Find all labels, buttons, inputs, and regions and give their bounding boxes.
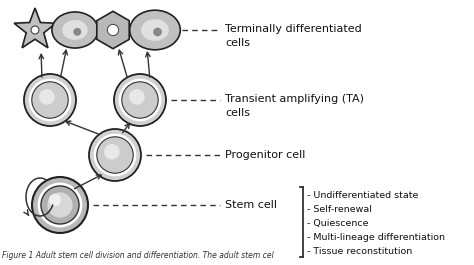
Circle shape <box>118 79 161 121</box>
Circle shape <box>49 194 61 206</box>
Circle shape <box>122 82 158 118</box>
Circle shape <box>37 183 82 227</box>
Text: Transient amplifying (TA)
cells: Transient amplifying (TA) cells <box>225 94 364 118</box>
Text: - Tissue reconstitution: - Tissue reconstitution <box>307 247 412 256</box>
Circle shape <box>108 24 118 36</box>
Circle shape <box>89 129 141 181</box>
Circle shape <box>153 28 162 36</box>
Circle shape <box>94 134 137 176</box>
Circle shape <box>41 186 79 224</box>
Circle shape <box>31 26 39 34</box>
Ellipse shape <box>62 20 88 40</box>
Circle shape <box>104 144 119 160</box>
Text: - Multi-lineage differentiation: - Multi-lineage differentiation <box>307 233 445 242</box>
Circle shape <box>32 82 68 118</box>
Circle shape <box>32 177 88 233</box>
Polygon shape <box>14 8 56 48</box>
Circle shape <box>114 74 166 126</box>
Circle shape <box>39 89 55 105</box>
Text: Stem cell: Stem cell <box>225 200 277 210</box>
Polygon shape <box>97 11 129 49</box>
Circle shape <box>129 89 145 105</box>
Ellipse shape <box>130 10 180 50</box>
Text: Figure 1 Adult stem cell division and differentiation. The adult stem cel: Figure 1 Adult stem cell division and di… <box>2 251 274 260</box>
Text: Progenitor cell: Progenitor cell <box>225 150 305 160</box>
Ellipse shape <box>52 12 98 48</box>
Text: Terminally differentiated
cells: Terminally differentiated cells <box>225 24 362 48</box>
Circle shape <box>97 137 133 173</box>
Ellipse shape <box>141 19 169 41</box>
Circle shape <box>47 192 73 218</box>
Circle shape <box>73 28 81 36</box>
Circle shape <box>24 74 76 126</box>
Circle shape <box>29 79 71 121</box>
Text: - Undifferentiated state: - Undifferentiated state <box>307 191 419 200</box>
Text: - Quiescence: - Quiescence <box>307 219 368 228</box>
Text: - Self-renewal: - Self-renewal <box>307 205 372 214</box>
